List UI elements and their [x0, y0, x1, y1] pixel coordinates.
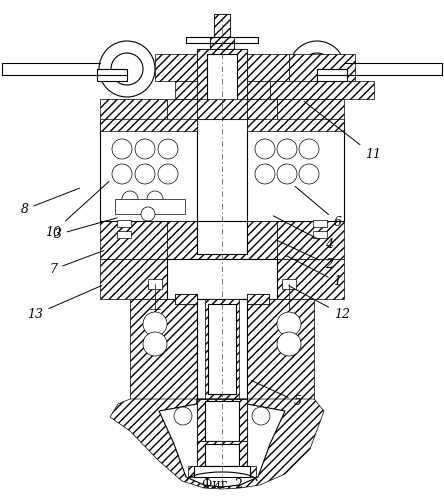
Bar: [313, 231, 327, 238]
Polygon shape: [110, 399, 324, 489]
Circle shape: [158, 164, 178, 184]
Bar: [194, 466, 250, 477]
Bar: [97, 69, 127, 81]
Circle shape: [122, 191, 138, 207]
Bar: [282, 279, 296, 289]
Bar: [197, 399, 247, 444]
Bar: [197, 49, 247, 119]
Polygon shape: [100, 119, 197, 131]
Text: 4: 4: [274, 216, 333, 251]
Polygon shape: [167, 99, 197, 259]
Text: 3: 3: [54, 218, 117, 241]
Bar: [205, 401, 239, 441]
Circle shape: [174, 407, 192, 425]
Circle shape: [158, 139, 178, 159]
Polygon shape: [247, 119, 344, 131]
Bar: [313, 220, 327, 227]
Bar: [167, 259, 277, 299]
Circle shape: [277, 332, 301, 356]
Polygon shape: [277, 99, 344, 259]
Polygon shape: [247, 294, 269, 304]
Circle shape: [143, 312, 167, 336]
Polygon shape: [175, 81, 270, 99]
Polygon shape: [159, 399, 285, 487]
Circle shape: [135, 164, 155, 184]
Bar: [175, 294, 197, 304]
Circle shape: [112, 139, 132, 159]
Bar: [214, 14, 230, 39]
Polygon shape: [289, 54, 355, 81]
Bar: [210, 37, 234, 49]
Bar: [197, 221, 247, 254]
Polygon shape: [270, 81, 374, 99]
Circle shape: [277, 164, 297, 184]
Text: 5: 5: [251, 380, 301, 408]
Circle shape: [135, 139, 155, 159]
Circle shape: [143, 332, 167, 356]
Polygon shape: [197, 49, 247, 119]
Bar: [247, 121, 344, 221]
Bar: [115, 199, 185, 214]
Circle shape: [301, 53, 333, 85]
Circle shape: [99, 41, 155, 97]
Bar: [207, 54, 237, 114]
Bar: [208, 304, 236, 394]
Circle shape: [299, 139, 319, 159]
Bar: [117, 231, 131, 238]
Circle shape: [277, 139, 297, 159]
Circle shape: [147, 191, 163, 207]
Text: 2: 2: [278, 241, 333, 271]
Bar: [317, 69, 347, 81]
Polygon shape: [247, 299, 314, 399]
Polygon shape: [197, 399, 247, 444]
Bar: [205, 444, 239, 466]
Polygon shape: [155, 54, 289, 81]
Polygon shape: [214, 14, 230, 39]
Polygon shape: [167, 221, 277, 259]
Polygon shape: [247, 99, 277, 259]
Bar: [100, 121, 197, 221]
Polygon shape: [100, 99, 167, 259]
Polygon shape: [197, 441, 247, 469]
Polygon shape: [175, 294, 197, 304]
Circle shape: [255, 139, 275, 159]
Bar: [197, 441, 247, 469]
Text: Фиг. 2: Фиг. 2: [202, 478, 242, 491]
Polygon shape: [100, 259, 344, 299]
Polygon shape: [130, 299, 197, 399]
Circle shape: [141, 207, 155, 221]
Bar: [148, 279, 162, 289]
Circle shape: [111, 53, 143, 85]
Bar: [117, 220, 131, 227]
Polygon shape: [197, 99, 247, 119]
Circle shape: [289, 41, 345, 97]
Bar: [197, 299, 247, 399]
Circle shape: [255, 164, 275, 184]
Polygon shape: [210, 37, 234, 49]
Bar: [247, 294, 269, 304]
Text: 10: 10: [45, 182, 109, 239]
Text: 6: 6: [295, 187, 341, 229]
Circle shape: [277, 312, 301, 336]
Text: 7: 7: [49, 250, 104, 276]
Text: 1: 1: [287, 256, 341, 288]
Text: 11: 11: [304, 101, 381, 161]
Circle shape: [252, 407, 270, 425]
Text: 8: 8: [20, 188, 79, 216]
Polygon shape: [188, 466, 256, 477]
Circle shape: [299, 164, 319, 184]
Polygon shape: [205, 299, 239, 399]
Text: 13: 13: [28, 285, 102, 321]
Circle shape: [112, 164, 132, 184]
Text: 12: 12: [289, 286, 350, 321]
